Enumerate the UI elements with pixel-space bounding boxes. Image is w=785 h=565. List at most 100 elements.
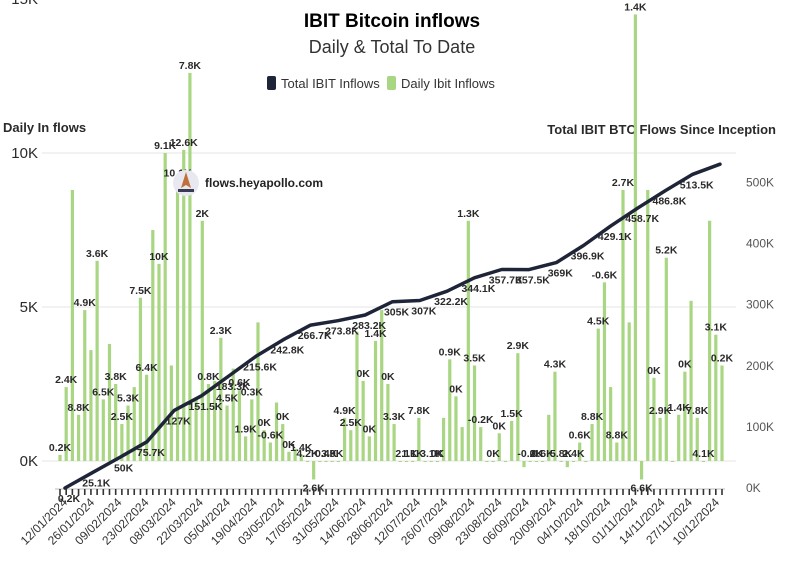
daily-data-label: 0.8K (197, 371, 220, 383)
daily-bar (83, 310, 87, 461)
left-tick-label: 10K (11, 145, 38, 162)
daily-data-label: 1.5K (501, 408, 524, 420)
daily-data-label: 8.8K (67, 402, 90, 414)
daily-data-label: 0.3K (241, 386, 264, 398)
daily-data-label: -0.6K (592, 269, 618, 281)
daily-bar (658, 417, 662, 461)
daily-data-label: 0K (431, 448, 445, 460)
daily-bar (454, 396, 458, 461)
daily-bar (157, 263, 161, 461)
daily-bar (386, 384, 390, 461)
daily-data-label: 6.6K (630, 482, 653, 494)
daily-bar (646, 189, 650, 461)
daily-bar (534, 461, 538, 462)
daily-bar (250, 399, 254, 461)
right-tick-label: 300K (746, 298, 774, 312)
daily-data-label: 1.4K (668, 402, 691, 414)
daily-data-label: 10K (149, 251, 169, 263)
daily-bar (714, 334, 718, 461)
legend-swatch-daily (387, 76, 396, 90)
daily-bar (342, 417, 347, 461)
daily-bar (596, 328, 600, 461)
daily-bar (633, 14, 637, 462)
daily-bar (411, 461, 415, 462)
daily-bar (664, 257, 668, 461)
daily-data-label: 7.5K (129, 285, 152, 297)
daily-bar (312, 461, 316, 480)
daily-bar (213, 380, 217, 461)
daily-bar (244, 436, 248, 461)
total-data-label: 322.2K (434, 296, 468, 308)
daily-bar (262, 430, 266, 461)
legend[interactable]: Total IBIT Inflows Daily Ibit Inflows (267, 76, 495, 91)
right-axis: 0K 100K 200K 300K 400K 500K (746, 176, 774, 495)
daily-bar (126, 405, 130, 461)
daily-bar (138, 297, 143, 461)
daily-bar (516, 353, 520, 461)
daily-bar (627, 322, 631, 461)
daily-data-label: 0K (356, 368, 370, 380)
daily-bar (448, 359, 452, 461)
total-inflows-line (63, 162, 722, 490)
daily-data-label: 3.6K (86, 248, 109, 260)
right-tick-label: 400K (746, 237, 774, 251)
daily-bar (132, 387, 136, 461)
daily-data-label: 3.8K (105, 371, 128, 383)
daily-data-label: 4.1K (692, 448, 715, 460)
total-data-label: 0.2K (58, 493, 81, 505)
daily-bar (163, 153, 167, 461)
daily-data-label: 0.9K (439, 346, 462, 358)
daily-bar (219, 337, 223, 461)
daily-bar (256, 322, 260, 461)
daily-bar (429, 461, 433, 462)
daily-bar (101, 399, 105, 461)
daily-bar (441, 417, 446, 461)
daily-bar (547, 414, 551, 461)
daily-bar (497, 433, 501, 461)
total-data-label: 127K (166, 415, 192, 427)
x-axis: 12/01/202426/01/202409/02/202423/02/2024… (18, 488, 725, 548)
daily-data-label: 2.4K (562, 448, 585, 460)
left-tick-label: 5K (20, 299, 38, 316)
daily-data-label: 0.6K (569, 430, 592, 442)
daily-bar (435, 461, 440, 462)
daily-bar (380, 310, 384, 461)
right-axis-title: Total IBIT BTC Flows Since Inception (547, 122, 776, 137)
daily-data-label: 0K (363, 423, 377, 435)
total-data-label: 283.2K (352, 320, 386, 332)
daily-data-label: 2.3K (210, 325, 233, 337)
total-data-label: 75.7K (137, 447, 165, 459)
legend-label-daily[interactable]: Daily Ibit Inflows (401, 76, 495, 91)
daily-bar (621, 189, 625, 461)
daily-bar (145, 374, 149, 461)
daily-bar (602, 282, 607, 461)
daily-bar (64, 387, 68, 461)
daily-data-label: 0K (449, 383, 463, 395)
daily-data-label: 1.3K (457, 208, 480, 220)
chart-title: IBIT Bitcoin inflows (304, 11, 480, 32)
daily-data-label: 2.1K (395, 448, 418, 460)
daily-bar (522, 461, 526, 468)
daily-data-label: 0.6K (228, 377, 251, 389)
daily-bar (417, 417, 421, 461)
daily-bar (76, 414, 81, 461)
daily-bar (503, 461, 508, 462)
right-tick-label: 0K (746, 481, 761, 495)
daily-bar (151, 230, 155, 461)
daily-bar (701, 461, 706, 462)
daily-bar (268, 442, 272, 461)
daily-data-label: 3.1K (420, 448, 443, 460)
daily-bar (540, 461, 545, 462)
daily-bar (231, 368, 235, 461)
daily-data-label: 8.8K (606, 430, 629, 442)
daily-bar (491, 461, 495, 462)
daily-bar (58, 454, 62, 461)
daily-bar (107, 343, 112, 461)
left-axis: 0K5K10K15K20K (11, 0, 38, 470)
daily-data-label: 0.4K (315, 448, 338, 460)
daily-bar (528, 461, 532, 462)
legend-label-total[interactable]: Total IBIT Inflows (281, 76, 380, 91)
daily-data-label: 0K (276, 411, 290, 423)
daily-bar (70, 189, 74, 461)
daily-data-label: 4.9K (74, 297, 97, 309)
